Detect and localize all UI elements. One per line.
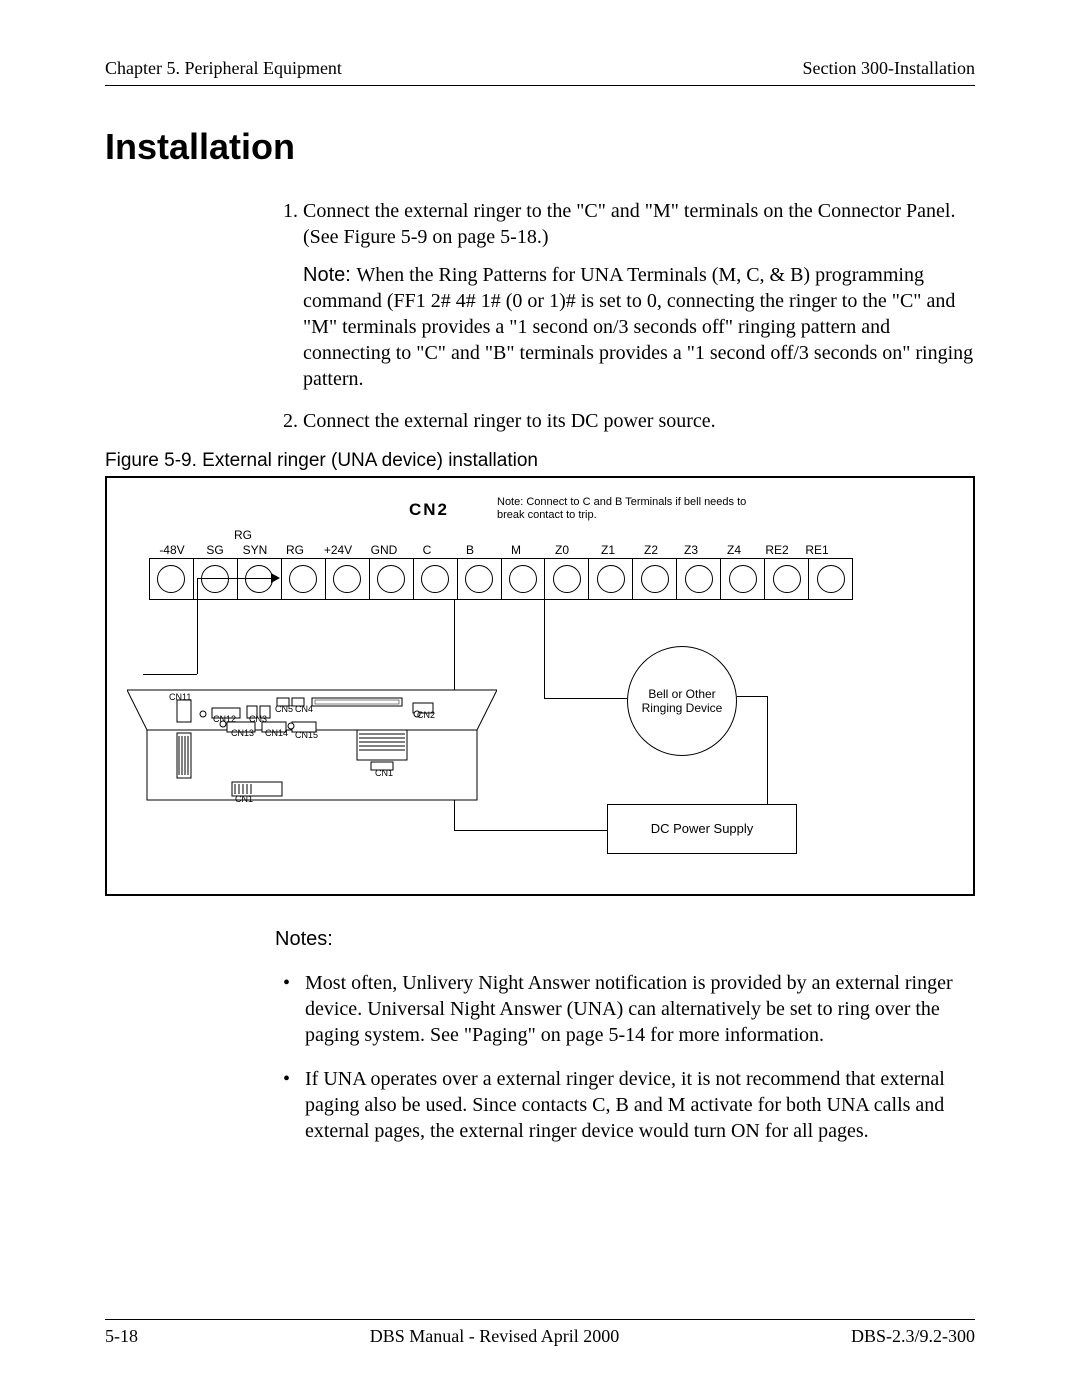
page-title: Installation <box>105 126 975 168</box>
equipment-panel: CN11 CN12 CN3 CN5 CN4 CN2 CN13 CN14 CN15… <box>127 670 497 820</box>
dc-power-supply: DC Power Supply <box>607 804 797 854</box>
terminal <box>458 559 502 599</box>
panel-cn4-label: CN4 <box>295 704 313 714</box>
figure-5-9: CN2 Note: Connect to C and B Terminals i… <box>105 476 975 896</box>
rg-label: RG <box>234 528 252 542</box>
wire-m-h <box>544 698 627 699</box>
step-2: Connect the external ringer to its DC po… <box>303 408 975 434</box>
step-2-text: Connect the external ringer to its DC po… <box>303 410 716 432</box>
panel-cn1b-label: CN1 <box>235 794 253 804</box>
terminal-label: -48V <box>149 543 195 557</box>
figure-caption: Figure 5-9. External ringer (UNA device)… <box>105 450 975 472</box>
panel-cn11-label: CN11 <box>169 692 191 702</box>
panel-cn3-label: CN3 <box>249 714 267 724</box>
note-item: Most often, Unlivery Night Answer notifi… <box>283 970 975 1048</box>
terminal-label: Z4 <box>711 543 757 557</box>
note-block: Note: When the Ring Patterns for UNA Ter… <box>303 262 975 392</box>
dc-label: DC Power Supply <box>651 821 754 837</box>
notes-list: Most often, Unlivery Night Answer notifi… <box>275 970 975 1144</box>
terminal-label: GND <box>361 543 407 557</box>
terminal-label: B <box>447 543 493 557</box>
terminal <box>326 559 370 599</box>
wire-to-dc <box>454 830 607 831</box>
terminal <box>721 559 765 599</box>
panel-cn12-label: CN12 <box>213 714 236 724</box>
terminal-label: RE2 <box>757 543 797 557</box>
terminal <box>677 559 721 599</box>
terminal <box>282 559 326 599</box>
terminal-label: SG <box>195 543 235 557</box>
terminal-label: RG <box>275 543 315 557</box>
wire-bell-v <box>767 696 768 804</box>
terminal <box>502 559 546 599</box>
note-text: Most often, Unlivery Night Answer notifi… <box>305 972 953 1046</box>
step-1-text: Connect the external ringer to the "C" a… <box>303 200 956 248</box>
footer-right: DBS-2.3/9.2-300 <box>851 1326 975 1347</box>
header-left: Chapter 5. Peripheral Equipment <box>105 58 342 79</box>
terminal <box>194 559 238 599</box>
step-1: Connect the external ringer to the "C" a… <box>303 198 975 392</box>
terminal <box>765 559 809 599</box>
terminal <box>150 559 194 599</box>
notes-heading: Notes: <box>275 926 975 952</box>
panel-cn2-label: CN2 <box>417 710 435 720</box>
note-text: If UNA operates over a external ringer d… <box>305 1068 945 1142</box>
terminal <box>589 559 633 599</box>
panel-cn5-label: CN5 <box>275 704 293 714</box>
terminal-label: Z0 <box>539 543 585 557</box>
terminal-label: Z1 <box>585 543 631 557</box>
panel-cn1a-label: CN1 <box>375 768 393 778</box>
terminal <box>545 559 589 599</box>
panel-cn13-label: CN13 <box>231 728 254 738</box>
terminal-label: Z3 <box>671 543 711 557</box>
connector-strip <box>149 558 853 600</box>
cn2-title: CN2 <box>409 500 449 520</box>
header-right: Section 300-Installation <box>803 58 975 79</box>
notes-section: Notes: Most often, Unlivery Night Answer… <box>275 926 975 1144</box>
terminal-label: +24V <box>315 543 361 557</box>
terminal <box>414 559 458 599</box>
note-label: Note: <box>303 264 356 286</box>
terminal-labels-row: -48V SG SYN RG +24V GND C B M Z0 Z1 Z2 Z… <box>149 543 837 557</box>
footer-center: DBS Manual - Revised April 2000 <box>370 1326 620 1347</box>
wire-m-v <box>544 600 545 698</box>
panel-cn15-label: CN15 <box>295 730 318 740</box>
terminal-label: C <box>407 543 447 557</box>
page-footer: 5-18 DBS Manual - Revised April 2000 DBS… <box>105 1319 975 1347</box>
body-column: Connect the external ringer to the "C" a… <box>275 198 975 434</box>
terminal-label: SYN <box>235 543 275 557</box>
terminal-label: M <box>493 543 539 557</box>
footer-left: 5-18 <box>105 1326 138 1347</box>
terminal <box>633 559 677 599</box>
note-item: If UNA operates over a external ringer d… <box>283 1066 975 1144</box>
terminal-label: Z2 <box>631 543 671 557</box>
terminal-label: RE1 <box>797 543 837 557</box>
install-steps: Connect the external ringer to the "C" a… <box>275 198 975 434</box>
bell-device: Bell or Other Ringing Device <box>627 646 737 756</box>
wire-bell-h <box>737 696 767 697</box>
panel-cn14-label: CN14 <box>265 728 288 738</box>
note-body: When the Ring Patterns for UNA Terminals… <box>303 264 973 390</box>
terminal <box>238 559 282 599</box>
bell-label: Bell or Other Ringing Device <box>636 687 728 716</box>
cn2-note: Note: Connect to C and B Terminals if be… <box>497 496 757 522</box>
terminal <box>370 559 414 599</box>
terminal <box>809 559 852 599</box>
page-header: Chapter 5. Peripheral Equipment Section … <box>105 58 975 86</box>
